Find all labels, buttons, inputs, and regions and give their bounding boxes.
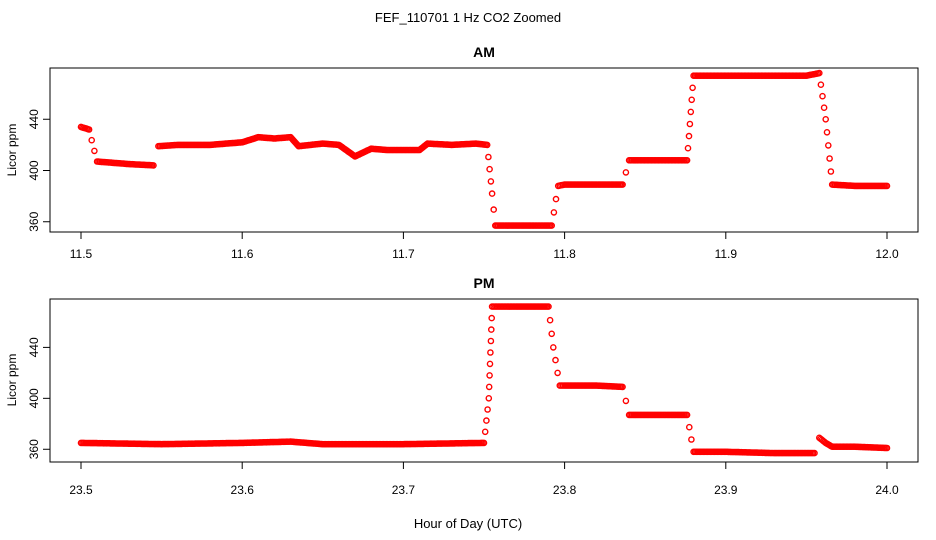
data-point [683, 411, 691, 419]
data-point [85, 126, 93, 133]
data-point [822, 116, 830, 123]
data-point [485, 153, 492, 161]
data-point [686, 120, 694, 128]
plot-frame [49, 298, 919, 463]
data-point [548, 330, 556, 338]
panels: AM Licor ppm 11.5 11.6 11.7 11.8 11.9 12.0 360 40… [5, 44, 919, 497]
data-point [490, 206, 498, 213]
data-point [688, 436, 695, 443]
x-tick-label: 23.5 [69, 483, 93, 497]
x-tick-label: 11.8 [553, 247, 576, 261]
data-point [820, 104, 828, 111]
data-point [91, 147, 98, 155]
data-point [487, 349, 494, 356]
y-tick-label: 440 [27, 109, 41, 129]
x-tick-label: 23.9 [714, 483, 738, 497]
data-point [484, 406, 491, 413]
data-point [825, 142, 832, 149]
data-point [483, 417, 490, 424]
data-point [817, 81, 825, 88]
data-point [552, 195, 560, 203]
data-point [486, 165, 493, 173]
data-point [488, 314, 496, 322]
data-point [550, 344, 557, 351]
data-point [689, 84, 696, 92]
data-point [619, 383, 626, 391]
y-tick-label: 400 [27, 160, 41, 180]
data-point [826, 155, 833, 162]
data-points [77, 303, 891, 457]
data-point [811, 449, 818, 457]
y-tick-label: 360 [27, 211, 41, 231]
plot-frame [49, 67, 919, 233]
data-point [554, 369, 561, 377]
data-point [816, 69, 823, 77]
panel-pm: PM Licor ppm 23.5 23.6 23.7 23.8 23.9 24.0 360 40… [5, 275, 919, 497]
figure-title: FEF_110701 1 Hz CO2 Zoomed [375, 10, 561, 25]
data-point [548, 222, 556, 229]
data-point [485, 383, 493, 391]
data-point [688, 96, 696, 104]
data-point [622, 397, 630, 405]
y-tick-label: 440 [27, 337, 41, 357]
y-tick-label: 400 [27, 388, 41, 408]
data-point [619, 181, 626, 188]
x-axis-label: Hour of Day (UTC) [414, 516, 522, 531]
data-point [622, 169, 630, 176]
panel-title: PM [474, 275, 495, 291]
data-point [883, 444, 891, 452]
data-point [88, 136, 95, 144]
data-point [483, 141, 491, 149]
data-point [827, 168, 835, 175]
y-axis-label: Licor ppm [5, 354, 19, 407]
data-point [488, 190, 496, 197]
data-point [685, 132, 693, 140]
y-axis-label: Licor ppm [5, 124, 19, 177]
data-point [552, 356, 559, 364]
x-tick-label: 11.6 [231, 247, 254, 261]
data-point [683, 156, 691, 164]
x-tick-label: 11.7 [392, 247, 415, 261]
data-point [485, 394, 493, 402]
data-point [486, 360, 494, 368]
data-point [823, 128, 831, 136]
x-tick-label: 11.9 [715, 247, 738, 261]
data-point [486, 372, 493, 379]
data-point [487, 326, 495, 333]
data-point [150, 162, 157, 169]
data-point [480, 439, 488, 447]
data-point [487, 178, 495, 185]
data-point [481, 428, 489, 436]
y-tick-label: 360 [27, 439, 41, 459]
x-tick-label: 23.8 [553, 483, 577, 497]
panel-am: AM Licor ppm 11.5 11.6 11.7 11.8 11.9 12.0 360 40… [5, 44, 919, 261]
data-points [77, 69, 891, 229]
data-point [687, 108, 695, 116]
panel-title: AM [473, 44, 495, 60]
x-tick-label: 11.5 [70, 247, 93, 261]
data-point [686, 423, 693, 431]
data-point [545, 303, 552, 310]
x-tick-label: 24.0 [875, 483, 899, 497]
data-point [883, 182, 891, 190]
x-tick-label: 23.6 [231, 483, 255, 497]
data-point [819, 92, 826, 100]
data-point [487, 337, 495, 345]
x-tick-label: 23.7 [392, 483, 416, 497]
x-tick-label: 12.0 [875, 247, 899, 261]
data-point [546, 316, 554, 324]
data-point [550, 209, 558, 216]
data-point [684, 144, 692, 152]
